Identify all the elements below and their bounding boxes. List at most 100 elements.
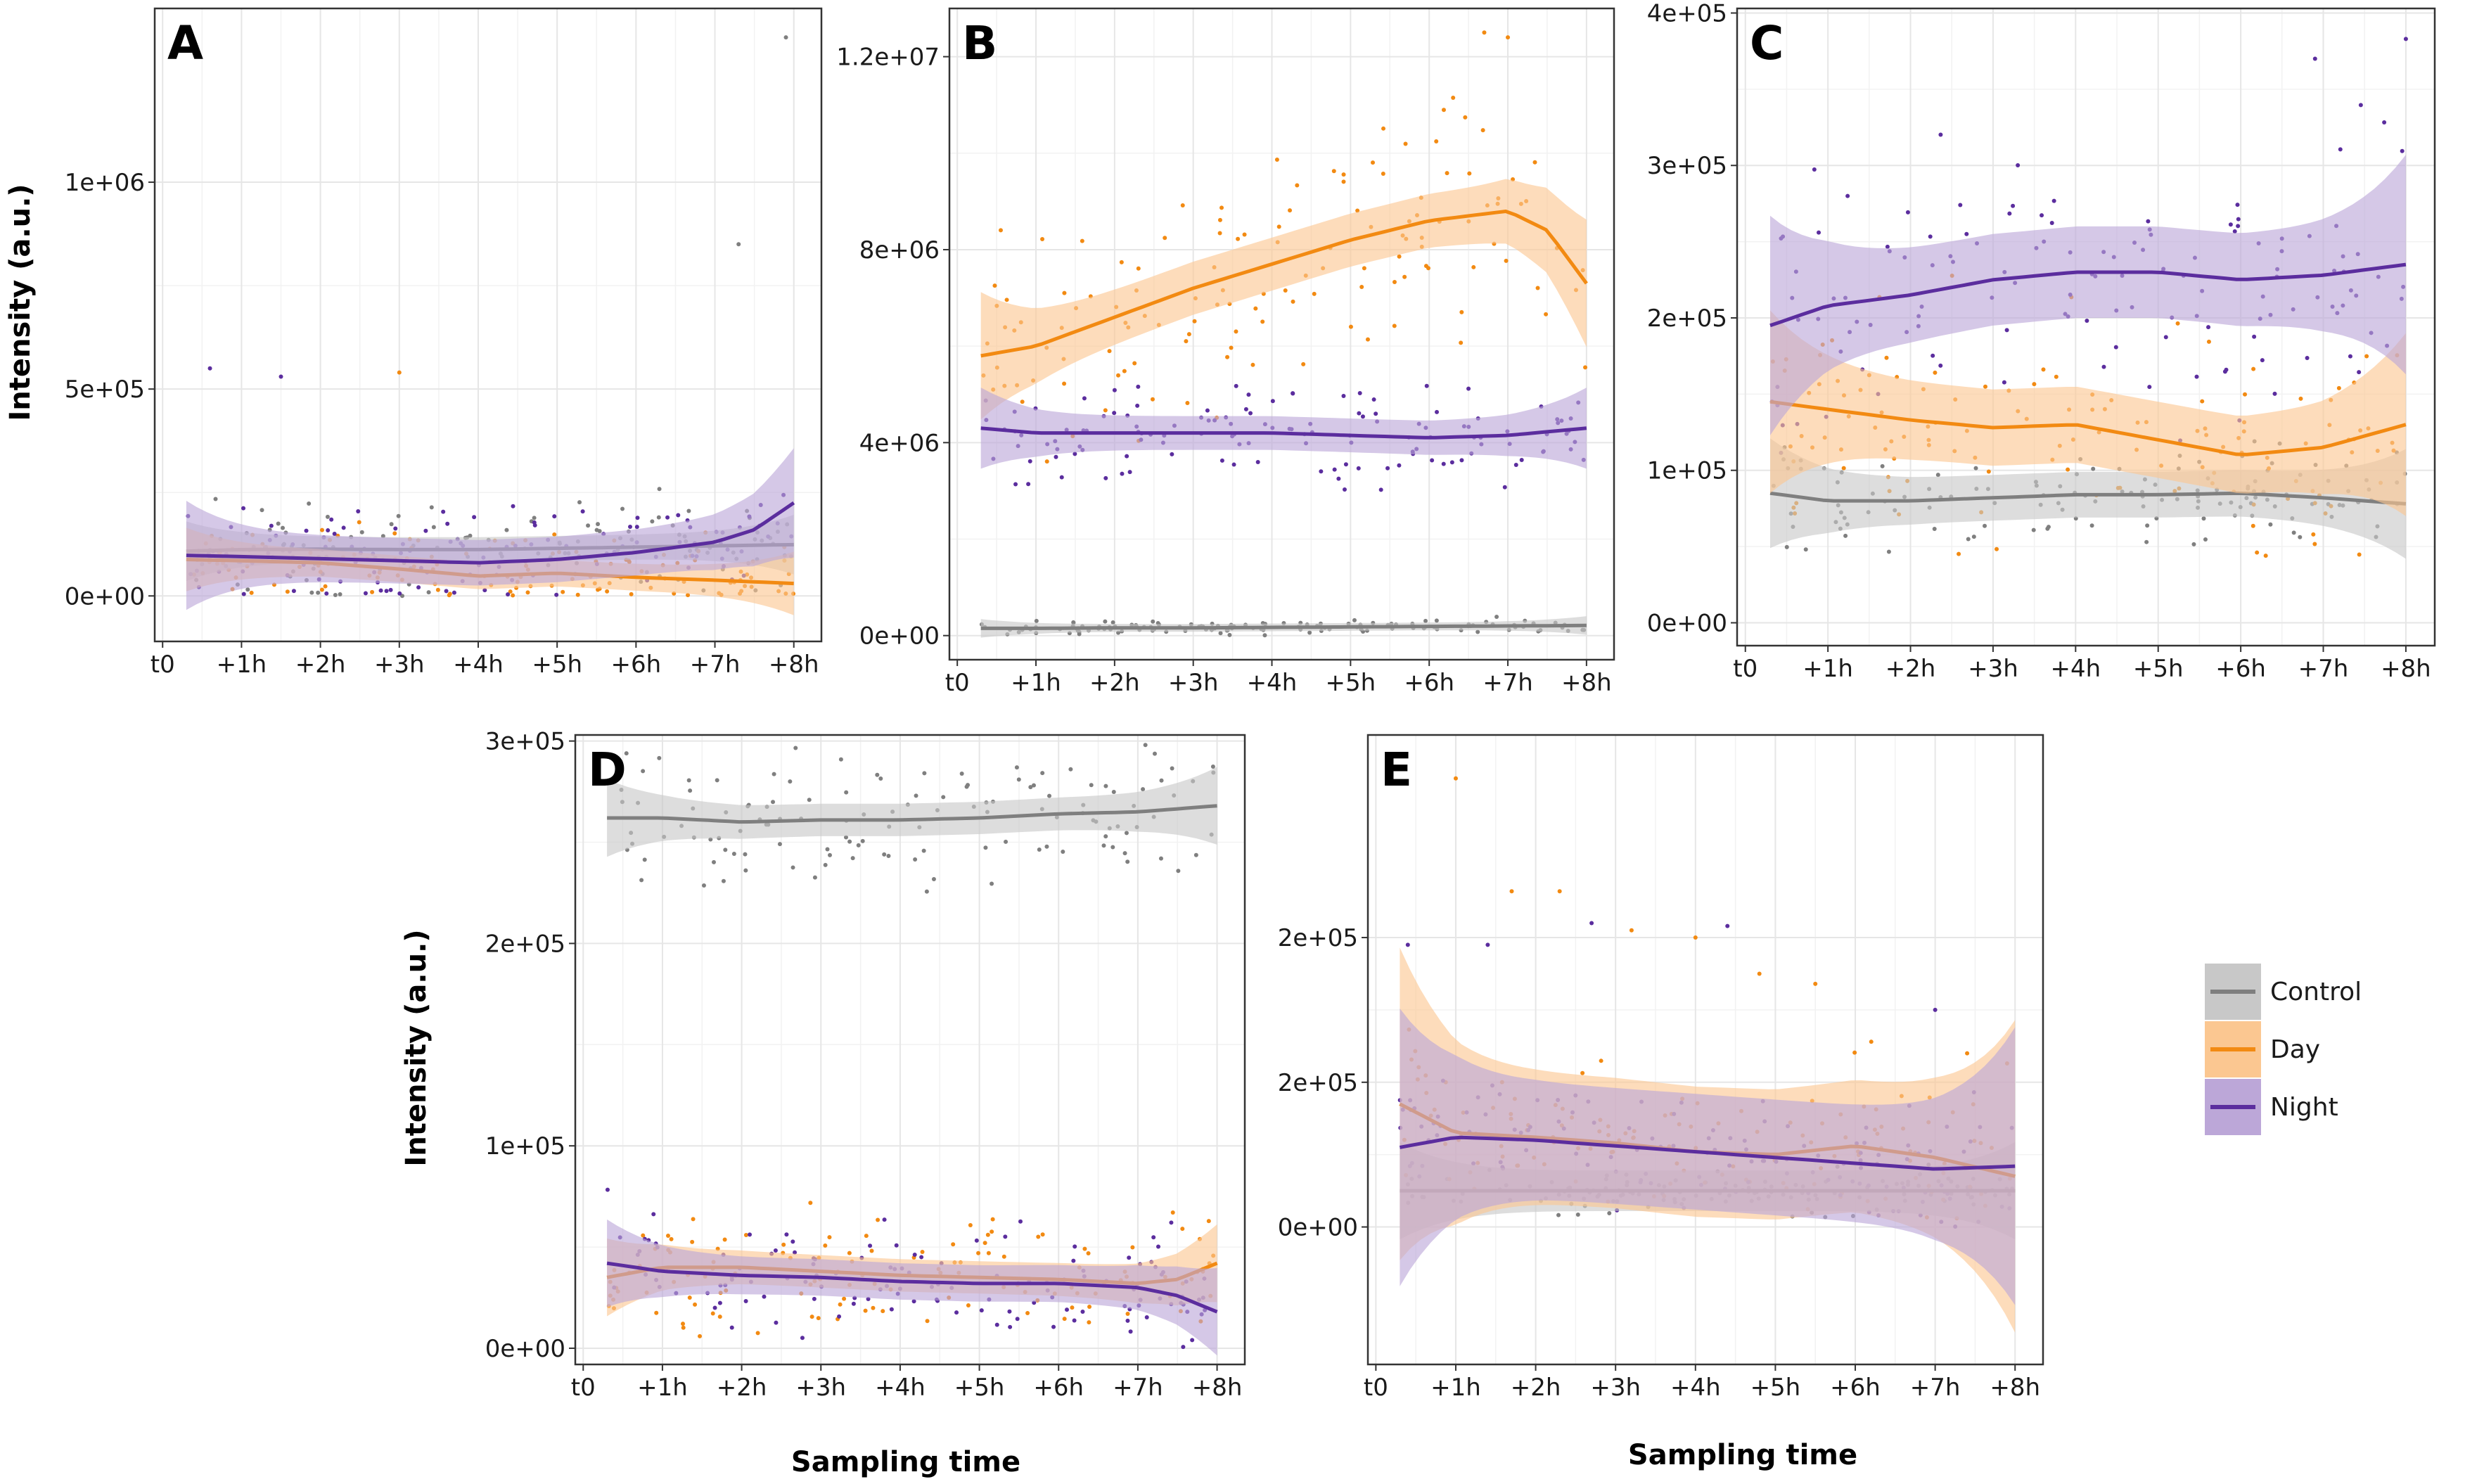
scatter-point-day (1170, 1210, 1175, 1215)
scatter-point-day (1130, 1245, 1135, 1250)
scatter-point-night (743, 1299, 748, 1304)
scatter-point-day (1206, 1219, 1211, 1224)
y-tick-label: 2e+05 (1278, 924, 1358, 952)
scatter-point-control (316, 590, 321, 595)
scatter-point-day (1532, 160, 1537, 165)
scatter-point-night (1435, 409, 1440, 414)
scatter-point-day (2054, 374, 2059, 379)
scatter-point-control (281, 525, 286, 530)
scatter-point-day (1301, 362, 1306, 366)
scatter-point-control (686, 778, 691, 783)
scatter-point-day (920, 1250, 925, 1255)
scatter-point-night (444, 589, 449, 594)
ci-ribbon-day (1770, 310, 2406, 516)
scatter-point-night (2236, 224, 2241, 229)
scatter-point-day (986, 1250, 991, 1255)
scatter-point-control (1125, 859, 1130, 864)
scatter-point-night (1356, 466, 1361, 471)
scatter-point-day (1163, 236, 1167, 241)
scatter-point-night (445, 521, 450, 526)
scatter-point-day (669, 1236, 674, 1241)
scatter-point-day (1331, 169, 1336, 174)
ci-ribbon-control (1770, 438, 2406, 559)
scatter-point-night (278, 374, 283, 379)
x-tick-label: +6h (2215, 655, 2266, 683)
scatter-point-night (1136, 384, 1141, 389)
scatter-point-day (2250, 523, 2255, 528)
scatter-point-control (1935, 473, 1940, 478)
ci-ribbon-control (607, 767, 1217, 857)
scatter-point-night (1405, 942, 1410, 947)
scatter-point-day (1362, 266, 1366, 271)
x-tick-label: +7h (690, 651, 741, 679)
scatter-point-day (1482, 30, 1487, 35)
scatter-point-night (326, 528, 331, 533)
scatter-point-day (1040, 1232, 1045, 1237)
scatter-point-night (774, 1320, 779, 1325)
scatter-point-control (2046, 525, 2051, 530)
scatter-point-night (1127, 470, 1132, 475)
scatter-point-day (968, 1222, 973, 1227)
scatter-point-night (378, 588, 383, 593)
scatter-point-night (1003, 1234, 1008, 1239)
scatter-point-day (1629, 928, 1634, 933)
smooth-line-night (980, 426, 1587, 440)
scatter-point-day (1402, 274, 1407, 279)
ci-ribbon-night (186, 448, 794, 610)
panel-border (1736, 7, 2436, 647)
scatter-point-day (838, 1302, 843, 1307)
scatter-point-control (1210, 764, 1215, 769)
scatter-point-control (276, 521, 281, 526)
scatter-point-day (1217, 231, 1222, 236)
scatter-point-night (1169, 1220, 1174, 1225)
scatter-point-day (1348, 324, 1353, 329)
scatter-point-control (1016, 777, 1021, 782)
scatter-point-control (1034, 618, 1039, 623)
scatter-point-day (1217, 217, 1222, 222)
y-tick-label: 4e+05 (1647, 0, 1727, 28)
y-tick-label: 0e+00 (859, 622, 940, 651)
x-tick-label: t0 (945, 669, 970, 697)
scatter-point-control (1124, 831, 1129, 836)
scatter-point-control (1966, 537, 1971, 542)
scatter-point-night (1357, 411, 1362, 416)
scatter-point-control (426, 590, 431, 595)
x-tick-label: +2h (295, 651, 346, 679)
ci-ribbon-night (980, 388, 1587, 469)
x-tick-label: t0 (1733, 655, 1757, 683)
legend-label-control: Control (2270, 978, 2362, 1006)
scatter-point-night (1291, 391, 1295, 396)
scatter-point-control (1103, 783, 1108, 788)
scatter-point-control (990, 881, 994, 886)
scatter-point-night (1319, 469, 1324, 474)
scatter-point-night (1026, 482, 1031, 487)
scatter-point-day (681, 1322, 686, 1326)
scatter-point-night (388, 587, 393, 592)
scatter-point-control (1014, 765, 1019, 770)
panel-label: A (167, 16, 203, 70)
scatter-point-day (525, 590, 530, 595)
panel-e: t0 +1h +2h +3h +4h +5h +6h +7h +8h 0e+00 2e+05 2e+0… (1278, 734, 2044, 1402)
scatter-point-day (1180, 1227, 1185, 1232)
scatter-point-control (721, 878, 726, 883)
scatter-point-day (990, 1217, 995, 1222)
scatter-point-day (1229, 345, 1234, 350)
scatter-point-control (882, 852, 887, 857)
scatter-point-night (2085, 319, 2089, 324)
scatter-point-day (1080, 238, 1084, 243)
scatter-point-night (1519, 457, 1524, 462)
scatter-point-day (809, 1315, 814, 1319)
x-tick-label: +6h (1033, 1374, 1084, 1402)
scatter-point-day (1506, 35, 1511, 40)
scatter-point-night (554, 592, 559, 597)
scatter-point-night (1270, 399, 1275, 404)
scatter-point-night (1082, 396, 1087, 401)
scatter-point-night (1589, 921, 1594, 926)
scatter-point-control (1031, 783, 1036, 788)
scatter-point-day (1995, 546, 1999, 551)
scatter-point-day (357, 520, 361, 525)
scatter-point-night (912, 1253, 917, 1258)
scatter-point-day (1957, 551, 1961, 556)
scatter-point-day (1841, 466, 1846, 471)
scatter-point-night (1938, 363, 1943, 368)
